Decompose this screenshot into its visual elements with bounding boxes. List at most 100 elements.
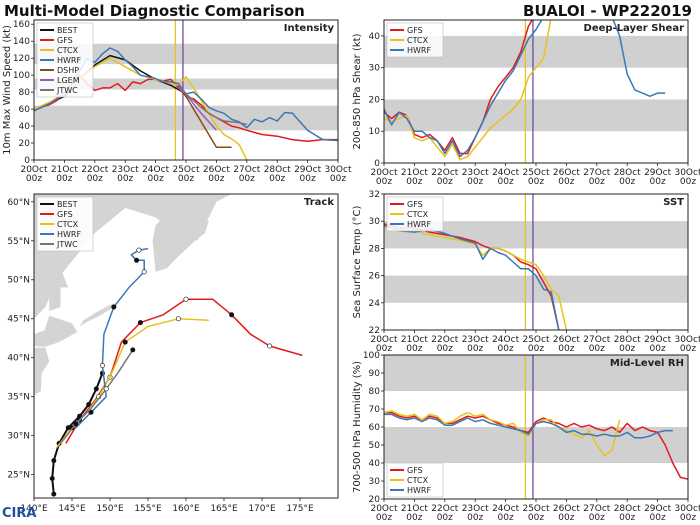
rh-series-hwrf: [384, 413, 673, 439]
shear-xtick-label: 00z: [680, 177, 696, 187]
rh-xtick-label: 23Oct: [462, 504, 489, 514]
sst-xtick-label: 20Oct: [370, 335, 397, 345]
rh-ylabel: 700-500 hPa Humidity (%): [352, 361, 363, 493]
rh-xtick-label: 00z: [406, 513, 422, 523]
intensity-ytick-label: 60: [19, 105, 31, 115]
shear-xtick-label: 00z: [589, 177, 605, 187]
track-legend-label: HWRF: [57, 230, 81, 239]
shear-xtick-label: 26Oct: [553, 168, 580, 178]
track-xtick-label: 170°E: [248, 504, 276, 514]
shear-band-0: [384, 99, 688, 132]
intensity-ytick-label: 120: [13, 54, 30, 64]
rh-legend-label: CTCX: [407, 476, 429, 485]
rh-ytick-label: 90: [369, 369, 381, 379]
track-point-best: [93, 386, 99, 392]
sst-xtick-label: 00z: [437, 344, 453, 354]
sst-ytick-label: 28: [369, 244, 381, 254]
shear-xtick-label: 00z: [467, 177, 483, 187]
shear-series-group: [384, 20, 666, 161]
land-honshu: [34, 347, 50, 396]
track-line-hwrf: [75, 247, 149, 429]
shear-ytick-label: 40: [369, 32, 381, 42]
track-legend-label: GFS: [57, 210, 73, 219]
track-point-hwrf: [88, 409, 94, 415]
sst-ytick-label: 32: [369, 190, 380, 200]
shear-xtick-label: 27Oct: [583, 168, 610, 178]
track-legend-label: CTCX: [57, 220, 79, 229]
shear-series-ctcx: [384, 20, 552, 161]
intensity-xtick-label: 00z: [239, 174, 255, 184]
track-point-best: [51, 458, 57, 464]
sst-xtick-label: 21Oct: [401, 335, 428, 345]
intensity-xtick-label: 00z: [117, 174, 133, 184]
intensity-series-dshp: [177, 84, 232, 149]
rh-xtick-label: 00z: [376, 513, 392, 523]
sst-xtick-label: 00z: [528, 344, 544, 354]
rh-xtick-label: 28Oct: [614, 504, 641, 514]
sst-xtick-label: 00z: [558, 344, 574, 354]
rh-xtick-label: 00z: [467, 513, 483, 523]
track-panel: 140°E 145°E 150°E 155°E 160°E 165°E 170°E 175°E…: [7, 193, 339, 514]
track-point-hwrf: [111, 304, 117, 310]
intensity-frame: [33, 19, 339, 161]
sst-xtick-label: 00z: [619, 344, 635, 354]
rh-xtick-label: 25Oct: [522, 504, 549, 514]
intensity-xtick-label: 29Oct: [294, 165, 321, 175]
shear-frame: [383, 19, 689, 164]
sst-series-ctcx: [384, 225, 568, 330]
intensity-xtick-label: 26Oct: [203, 165, 230, 175]
sst-xtick-label: 00z: [467, 344, 483, 354]
land-kamchatka: [152, 213, 209, 272]
intensity-xtick-label: 00z: [300, 174, 316, 184]
shear-ytick-label: 0: [374, 159, 380, 169]
rh-ytick-label: 20: [369, 495, 381, 505]
rh-xtick-label: 22Oct: [431, 504, 458, 514]
rh-ytick-label: 80: [369, 387, 381, 397]
track-xtick-label: 140°E: [20, 504, 48, 514]
rh-series-ctcx: [384, 410, 621, 457]
sst-ylabel: Sea Surface Temp (°C): [352, 206, 363, 319]
track-legend-label: BEST: [57, 200, 78, 209]
rh-ytick-label: 100: [363, 351, 380, 361]
shear-xtick-label: 00z: [406, 177, 422, 187]
rh-series-gfs: [384, 411, 688, 480]
intensity-band-1: [34, 78, 338, 90]
land-kuril: [79, 303, 118, 327]
track-ytick-label: 40°N: [7, 354, 30, 364]
rh-xtick-label: 00z: [437, 513, 453, 523]
figure-title: Multi-Model Diagnostic Comparison: [4, 2, 305, 20]
shear-xtick-label: 00z: [558, 177, 574, 187]
rh-ytick-label: 40: [369, 459, 381, 469]
intensity-legend-label: CTCX: [57, 46, 79, 55]
rh-xtick-label: 26Oct: [553, 504, 580, 514]
intensity-legend-label: DSHP: [57, 66, 79, 75]
track-line-jtwc: [60, 349, 134, 444]
track-series-group: [49, 247, 303, 497]
track-ytick-label: 25°N: [7, 471, 30, 481]
track-ytick-label: 45°N: [7, 315, 30, 325]
sst-panel: 20Oct00z21Oct00z22Oct00z23Oct00z24Oct00z…: [352, 190, 700, 354]
intensity-xtick-label: 23Oct: [112, 165, 139, 175]
track-point-jtwc: [130, 347, 136, 353]
sst-xtick-label: 30Oct: [674, 335, 700, 345]
rh-frame: [383, 354, 689, 500]
track-ytick-label: 50°N: [7, 276, 30, 286]
track-point-hwrf: [136, 247, 142, 253]
rh-xtick-label: 00z: [650, 513, 666, 523]
shear-xtick-label: 00z: [528, 177, 544, 187]
sst-xtick-label: 00z: [376, 344, 392, 354]
rh-legend-label: HWRF: [407, 486, 431, 495]
track-point-best: [49, 475, 55, 481]
shear-xtick-label: 28Oct: [614, 168, 641, 178]
shear-xtick-label: 23Oct: [462, 168, 489, 178]
shear-xtick-label: 00z: [619, 177, 635, 187]
rh-xtick-label: 29Oct: [644, 504, 671, 514]
track-ytick-label: 60°N: [7, 198, 30, 208]
track-xtick-label: 160°E: [172, 504, 200, 514]
sst-xtick-label: 00z: [589, 344, 605, 354]
track-xtick-label: 155°E: [134, 504, 162, 514]
intensity-xtick-label: 00z: [148, 174, 164, 184]
intensity-ytick-label: 140: [13, 37, 30, 47]
shear-xtick-label: 24Oct: [492, 168, 519, 178]
shear-legend-label: HWRF: [407, 46, 431, 55]
